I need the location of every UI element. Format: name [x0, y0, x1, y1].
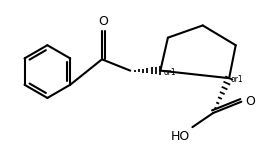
Text: or1: or1 — [163, 68, 176, 77]
Text: O: O — [98, 15, 108, 28]
Text: O: O — [245, 95, 255, 108]
Text: HO: HO — [170, 130, 189, 143]
Text: or1: or1 — [231, 75, 244, 84]
